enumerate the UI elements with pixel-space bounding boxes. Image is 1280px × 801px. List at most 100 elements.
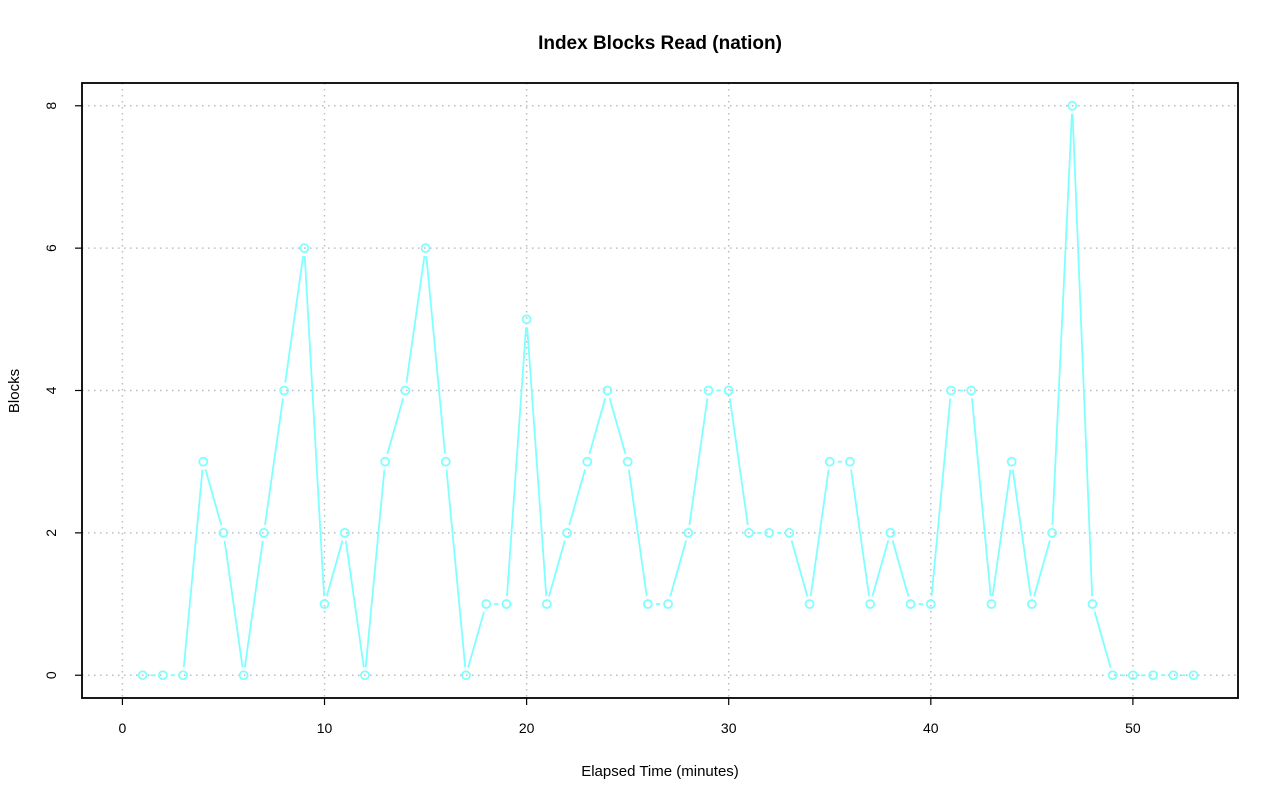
data-point (986, 599, 997, 609)
data-point (400, 385, 411, 396)
grid-lines (82, 83, 1238, 698)
data-point (622, 456, 633, 467)
data-point (663, 599, 673, 609)
data-point (683, 527, 694, 538)
y-tick-label: 6 (43, 244, 59, 252)
y-tick-label: 4 (43, 386, 59, 394)
axes: 0 10 20 30 40 50 0 2 4 6 8 (43, 102, 1141, 736)
series-segment (568, 469, 586, 526)
data-point (339, 527, 350, 538)
data-point (804, 599, 815, 609)
data-point (703, 385, 714, 396)
data-point (501, 599, 512, 609)
chart-title: Index Blocks Read (nation) (538, 33, 782, 54)
data-point (521, 314, 532, 325)
series-segment (871, 540, 890, 597)
series-segment (850, 469, 870, 597)
series-segment (1093, 611, 1112, 668)
series-segment (971, 398, 992, 597)
data-point (1168, 670, 1179, 681)
series-segment (344, 540, 365, 668)
series-segment (204, 469, 223, 526)
data-point (1107, 670, 1118, 681)
series-segment (223, 540, 244, 668)
data-point (258, 527, 269, 538)
series-segment (1051, 113, 1073, 525)
data-point (966, 385, 977, 396)
data-point (582, 456, 593, 467)
series-layer (137, 100, 1199, 681)
series-0 (137, 100, 1199, 681)
x-axis-label: Elapsed Time (minutes) (581, 763, 739, 780)
series-segment (728, 398, 749, 526)
data-point (946, 385, 956, 396)
data-point (642, 599, 653, 609)
series-segment (627, 469, 648, 597)
x-tick-label: 50 (1125, 720, 1141, 736)
y-tick-label: 2 (43, 529, 59, 537)
data-point (178, 670, 188, 681)
y-tick-label: 0 (43, 671, 59, 679)
series-segment (608, 397, 627, 455)
series-segment (506, 327, 527, 597)
data-point (1128, 670, 1138, 681)
series-segment (445, 469, 467, 668)
data-point (845, 456, 855, 467)
series-segment (688, 398, 709, 526)
data-point (1188, 670, 1199, 681)
data-point (157, 670, 168, 681)
series-segment (386, 397, 405, 455)
series-segment (1033, 540, 1051, 597)
data-point (218, 527, 229, 538)
series-segment (526, 327, 548, 597)
series-segment (991, 469, 1012, 597)
plot-frame (81, 82, 1239, 699)
data-point (885, 527, 896, 538)
data-point (723, 385, 734, 396)
series-segment (669, 540, 687, 597)
series-segment (325, 540, 344, 597)
data-point (602, 385, 613, 396)
data-point (319, 599, 330, 609)
data-point (744, 527, 754, 538)
series-segment (891, 540, 910, 597)
data-point (865, 599, 876, 609)
series-segment (1071, 113, 1094, 597)
data-point (137, 670, 148, 681)
data-point (440, 456, 451, 467)
x-tick-label: 0 (119, 720, 127, 736)
data-point (925, 599, 936, 609)
x-tick-label: 40 (923, 720, 939, 736)
series-segment (790, 540, 809, 597)
data-point (541, 599, 552, 609)
y-tick-label: 8 (43, 102, 59, 110)
data-point (905, 599, 916, 609)
data-point (1026, 599, 1037, 609)
data-point (238, 670, 249, 681)
data-point (1067, 100, 1078, 111)
data-point (380, 456, 391, 467)
data-point (420, 243, 431, 254)
series-segment (930, 398, 952, 597)
data-point (784, 527, 795, 538)
data-point (198, 456, 209, 467)
series-segment (303, 256, 325, 597)
data-point (1148, 670, 1159, 681)
y-axis-label: Blocks (6, 369, 23, 413)
data-point (824, 456, 835, 467)
data-point (461, 670, 471, 681)
series-segment (243, 540, 264, 668)
series-segment (809, 469, 830, 597)
series-segment (264, 398, 284, 526)
series-segment (425, 256, 446, 454)
data-point (481, 599, 492, 609)
data-point (299, 243, 310, 254)
data-point (764, 527, 775, 538)
series-segment (182, 469, 204, 668)
series-segment (405, 255, 426, 383)
data-point (360, 670, 370, 681)
series-segment (284, 255, 305, 383)
series-segment (548, 540, 566, 597)
series-segment (364, 469, 386, 668)
